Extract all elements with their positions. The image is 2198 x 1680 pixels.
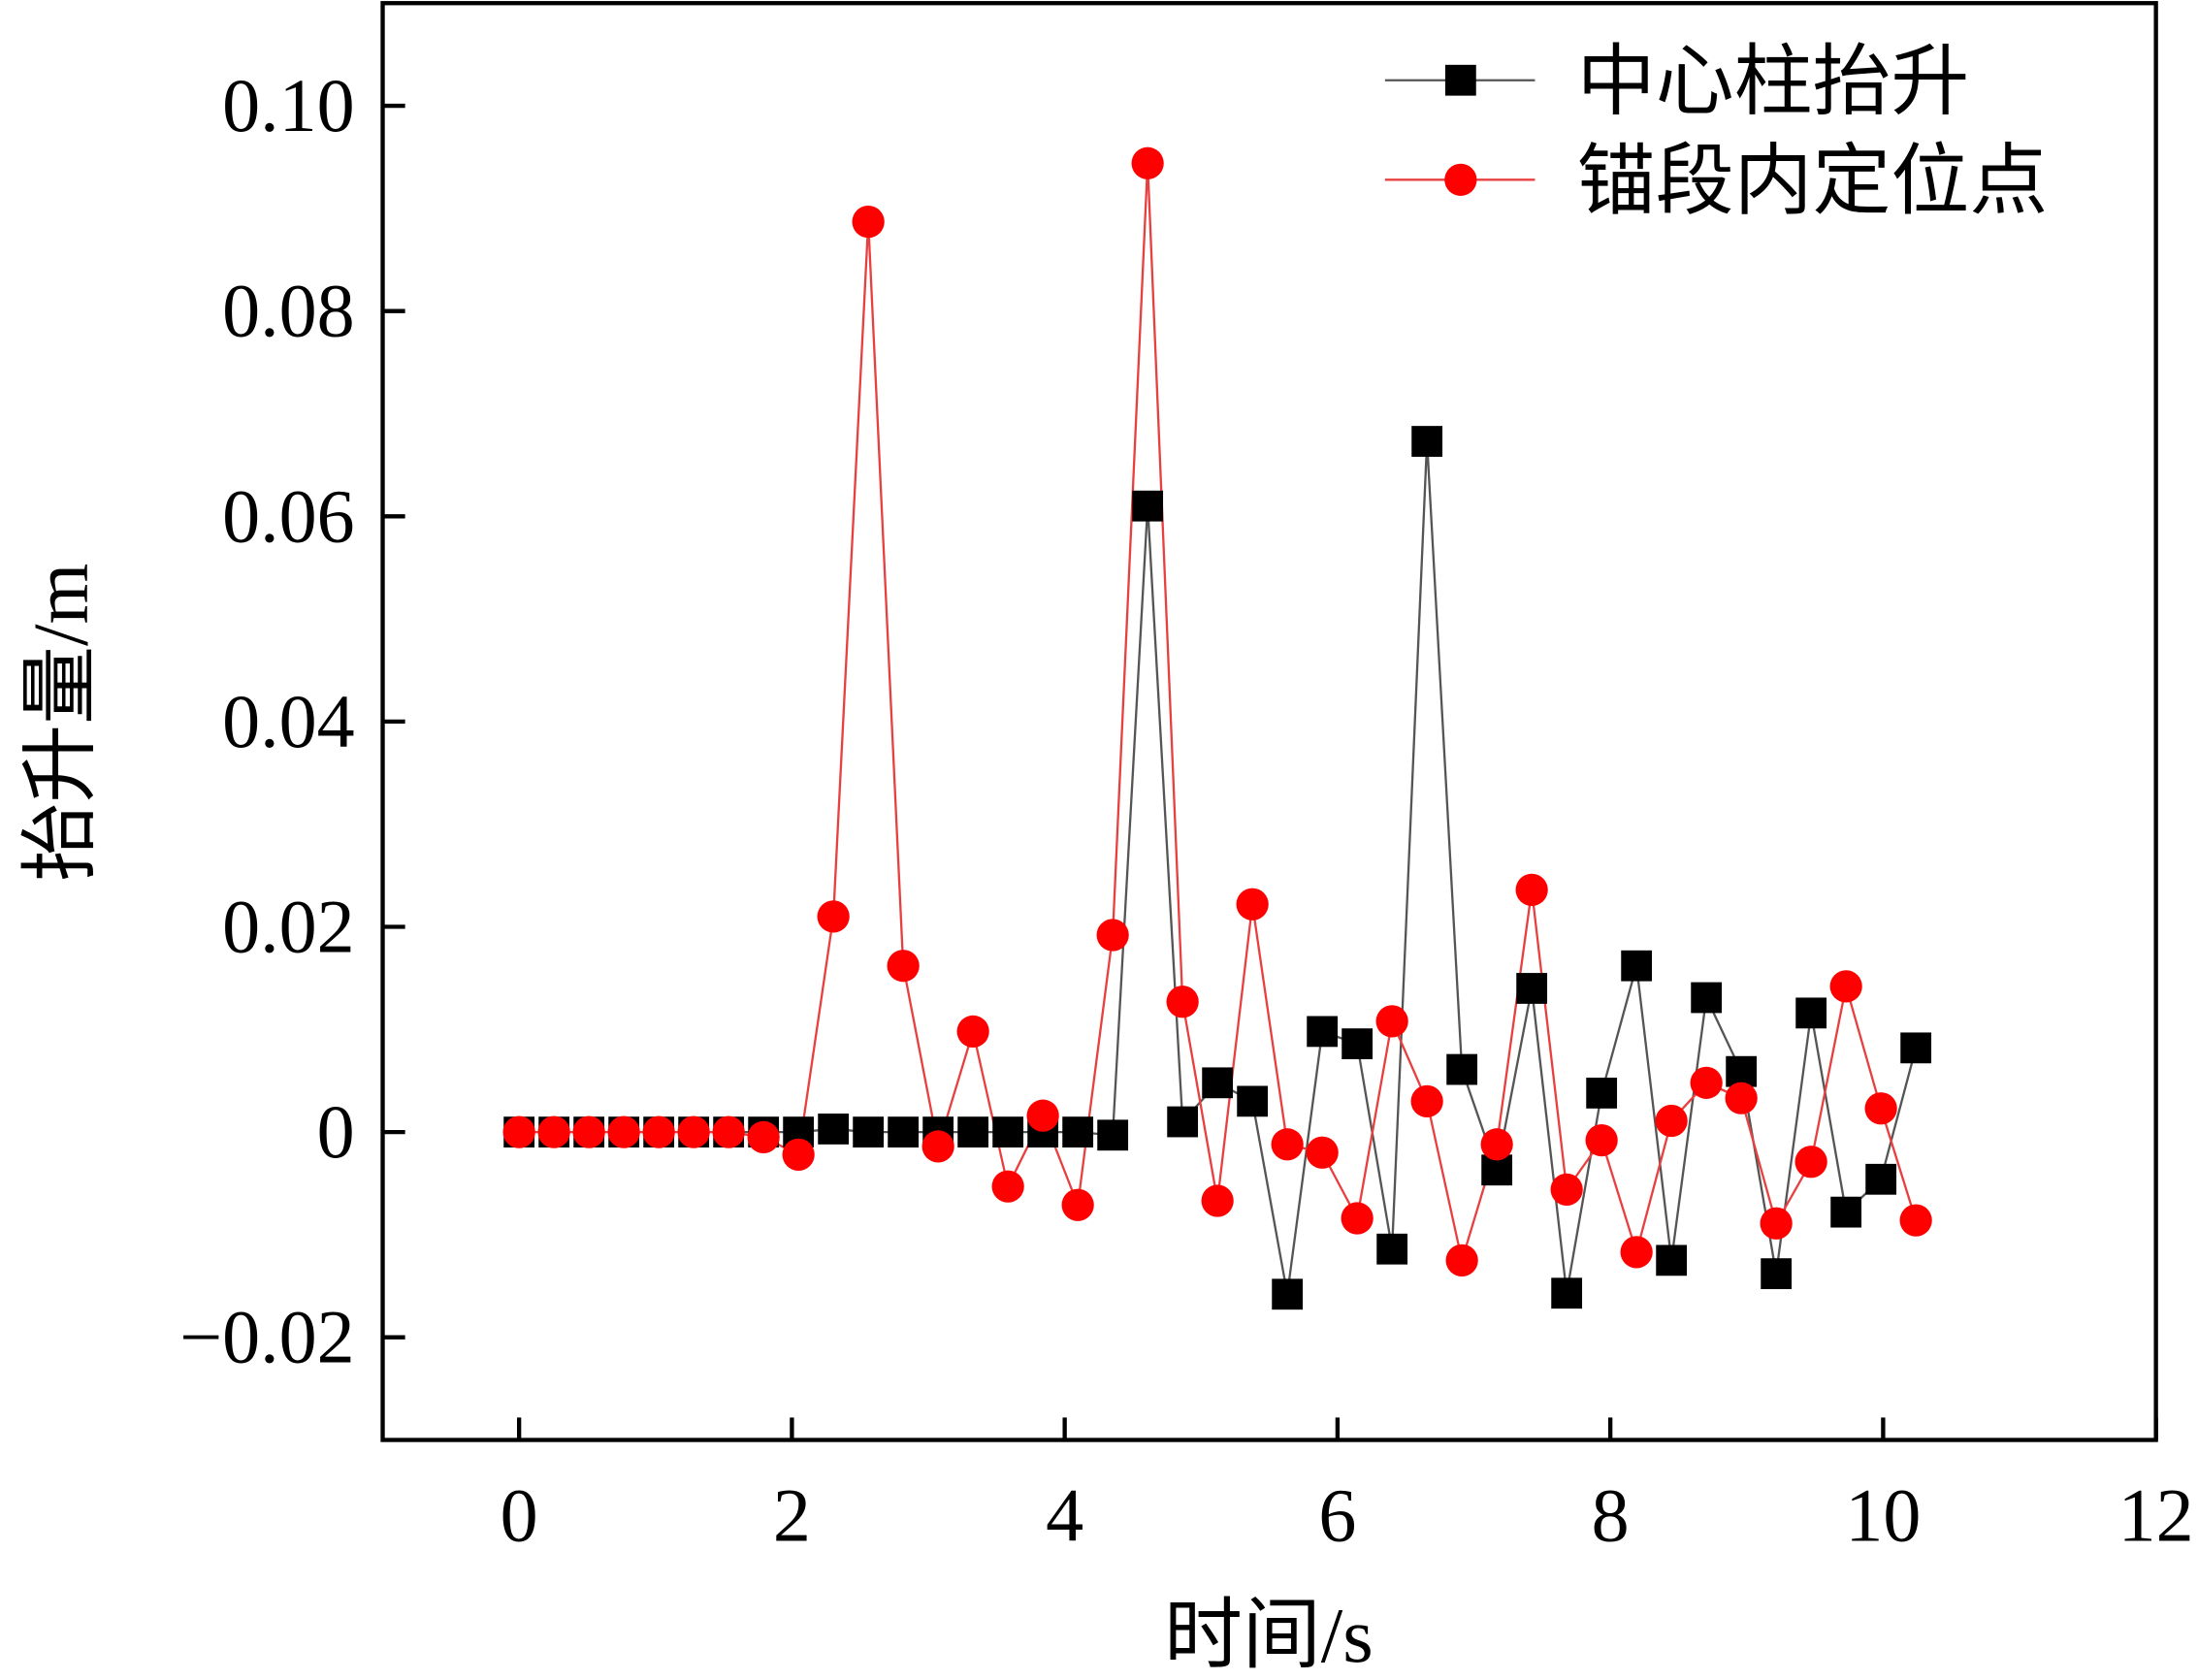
marker xyxy=(642,1115,675,1148)
marker xyxy=(747,1120,780,1154)
marker xyxy=(1551,1277,1583,1309)
marker xyxy=(572,1115,605,1148)
marker xyxy=(1410,1084,1443,1117)
marker xyxy=(852,205,885,239)
marker xyxy=(1586,1078,1618,1109)
marker xyxy=(1620,1236,1653,1269)
marker xyxy=(956,1015,989,1049)
marker xyxy=(1167,1106,1199,1138)
marker xyxy=(1446,1053,1478,1085)
marker xyxy=(992,1116,1024,1148)
marker xyxy=(1061,1188,1094,1221)
marker xyxy=(1655,1104,1688,1138)
marker xyxy=(853,1116,885,1148)
marker xyxy=(1096,919,1129,952)
marker xyxy=(1307,1016,1339,1048)
marker xyxy=(537,1115,570,1148)
marker xyxy=(1794,1146,1827,1179)
x-tick-label: 2 xyxy=(773,1473,811,1558)
marker xyxy=(502,1115,535,1148)
marker xyxy=(921,1130,954,1163)
marker xyxy=(677,1115,710,1148)
marker xyxy=(1830,1196,1862,1228)
marker xyxy=(1341,1028,1374,1060)
marker xyxy=(1411,426,1443,457)
marker xyxy=(1515,873,1548,907)
legend-label: 锚段内定位点 xyxy=(1577,138,2048,225)
marker xyxy=(1760,1207,1793,1240)
marker xyxy=(1062,1116,1094,1148)
marker xyxy=(1306,1136,1339,1169)
legend-marker xyxy=(1444,163,1477,196)
marker xyxy=(817,900,850,933)
marker xyxy=(1236,888,1269,921)
marker xyxy=(1237,1085,1269,1117)
x-tick-label: 4 xyxy=(1046,1473,1083,1558)
marker xyxy=(1761,1258,1793,1290)
legend-label: 中心柱抬升 xyxy=(1577,39,1970,126)
series-line xyxy=(519,440,1918,1295)
y-tick-label: 0.10 xyxy=(222,63,355,147)
marker xyxy=(1445,1244,1478,1276)
marker xyxy=(1829,970,1862,1003)
marker xyxy=(1201,1184,1234,1217)
marker xyxy=(712,1115,745,1148)
y-tick-label: 0 xyxy=(317,1089,355,1174)
marker xyxy=(818,1114,850,1145)
marker xyxy=(1516,973,1548,1004)
marker xyxy=(1271,1128,1304,1161)
marker xyxy=(957,1116,989,1148)
x-axis-label: 时间/s xyxy=(1164,1592,1374,1679)
y-tick-label: 0.08 xyxy=(222,269,355,353)
marker xyxy=(1864,1092,1897,1125)
marker xyxy=(887,950,920,983)
marker xyxy=(1166,985,1199,1018)
marker xyxy=(1865,1163,1897,1195)
marker xyxy=(1900,1032,1932,1064)
marker xyxy=(1550,1173,1583,1206)
legend-marker xyxy=(1444,64,1476,96)
marker xyxy=(1097,1119,1129,1151)
x-tick-label: 8 xyxy=(1592,1473,1630,1558)
marker xyxy=(1691,982,1723,1014)
marker xyxy=(1690,1066,1723,1099)
y-tick-label: 0.04 xyxy=(222,679,355,763)
x-tick-label: 12 xyxy=(2118,1473,2194,1558)
x-tick-label: 10 xyxy=(1845,1473,1921,1558)
marker xyxy=(1131,146,1164,179)
x-tick-label: 6 xyxy=(1318,1473,1356,1558)
marker xyxy=(1585,1123,1618,1157)
y-tick-label: 0.02 xyxy=(222,885,355,969)
marker xyxy=(1480,1128,1513,1161)
marker xyxy=(1202,1067,1234,1099)
marker xyxy=(1726,1055,1758,1087)
marker xyxy=(1375,1005,1408,1038)
marker xyxy=(1026,1099,1059,1132)
marker xyxy=(1621,950,1653,982)
y-axis-label: 抬升量/m xyxy=(17,564,105,882)
marker xyxy=(1795,997,1827,1029)
marker xyxy=(1132,490,1164,522)
marker xyxy=(1341,1202,1374,1235)
marker xyxy=(991,1170,1024,1203)
y-tick-label: 0.06 xyxy=(222,473,355,558)
marker xyxy=(1656,1244,1688,1276)
marker xyxy=(782,1138,815,1172)
x-tick-label: 0 xyxy=(501,1473,538,1558)
marker xyxy=(607,1115,640,1148)
marker xyxy=(1899,1204,1932,1237)
marker xyxy=(888,1116,920,1148)
y-tick-label: −0.02 xyxy=(179,1295,355,1379)
marker xyxy=(1725,1082,1758,1115)
marker xyxy=(1272,1278,1304,1310)
marker xyxy=(1376,1233,1408,1265)
